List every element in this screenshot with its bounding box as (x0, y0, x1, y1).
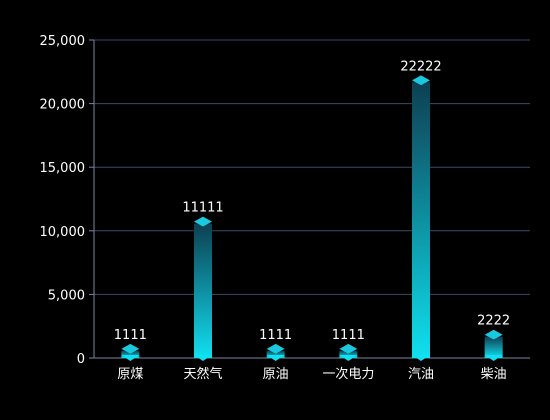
y-tick-label: 25,000 (40, 34, 86, 49)
x-axis-tick-labels: 原煤 天然气 原油 一次电力 汽油 柴油 (117, 366, 506, 382)
bar-0 (121, 343, 140, 361)
bar-2 (266, 343, 285, 361)
x-tick-label: 原煤 (117, 367, 143, 382)
bar-cap (266, 343, 285, 354)
bar-4 (412, 75, 430, 361)
x-tick-label: 天然气 (183, 366, 222, 382)
data-label: 1111 (332, 328, 365, 343)
y-tick-label: 0 (77, 352, 85, 367)
x-tick-label: 一次电力 (322, 366, 374, 382)
data-label: 1111 (259, 328, 292, 343)
data-label: 22222 (400, 59, 441, 74)
x-tick-label: 原油 (263, 367, 289, 382)
bar-cap (121, 343, 140, 354)
bar-1 (194, 216, 212, 361)
bar-body (266, 350, 285, 358)
bar-base (339, 355, 358, 361)
x-tick-label: 柴油 (481, 367, 507, 382)
bar-body (339, 350, 358, 358)
y-tick-label: 10,000 (40, 225, 86, 240)
bar-3 (339, 343, 358, 361)
bar-base (412, 355, 430, 361)
bar-base (484, 355, 503, 361)
x-tick-label: 汽油 (408, 367, 434, 382)
bar-body (121, 350, 140, 358)
bar-5 (484, 329, 503, 361)
bar-cap (484, 329, 503, 340)
bar-cap (339, 343, 358, 354)
bar-cap (194, 216, 212, 227)
bar-body (194, 223, 212, 358)
bar-base (266, 355, 285, 361)
grid-lines (89, 39, 530, 359)
y-tick-label: 5,000 (48, 288, 85, 303)
data-label: 2222 (477, 314, 510, 329)
y-tick-label: 20,000 (40, 98, 86, 113)
bar-body (484, 336, 503, 358)
bar-base (121, 355, 140, 361)
y-tick-label: 15,000 (40, 161, 86, 176)
data-label: 1111 (114, 328, 147, 343)
bars (121, 75, 503, 361)
y-axis-tick-labels: 0 5,000 10,000 15,000 20,000 25,000 (40, 34, 86, 367)
bar-body (412, 82, 430, 359)
data-label: 11111 (182, 201, 223, 216)
bar-base (194, 355, 212, 361)
bar-cap (412, 75, 430, 86)
